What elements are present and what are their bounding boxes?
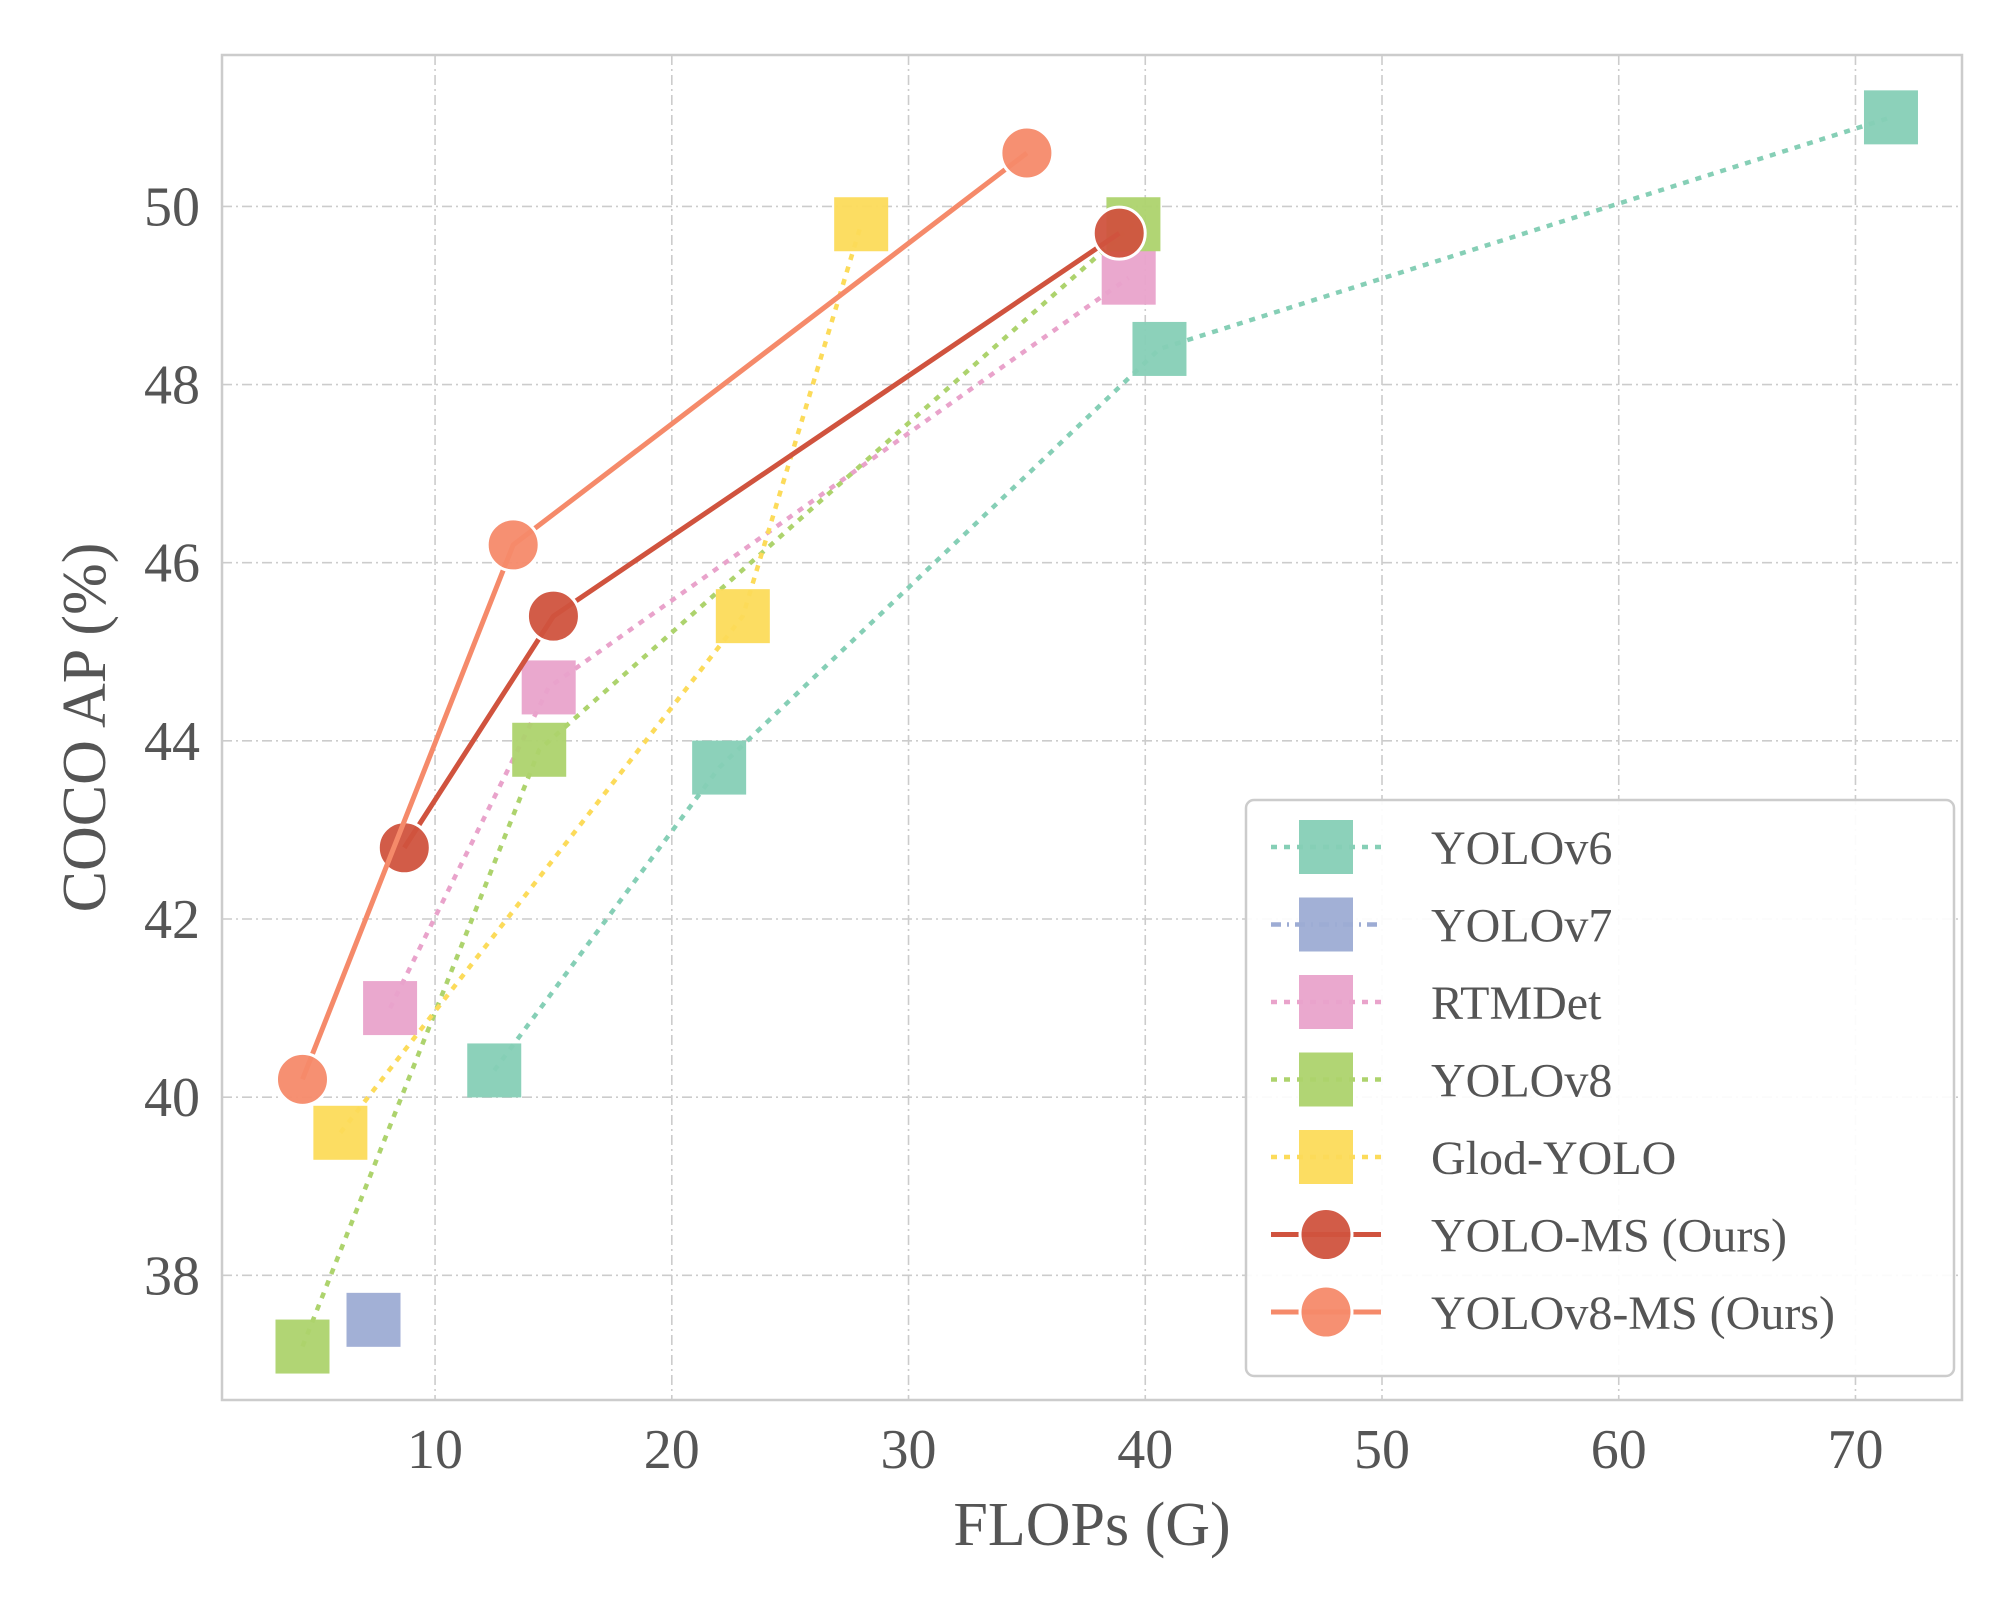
data-point bbox=[275, 1319, 330, 1374]
y-tick-label: 44 bbox=[144, 711, 200, 773]
legend-item: YOLOv6 bbox=[1271, 820, 1612, 875]
data-point bbox=[1101, 250, 1156, 305]
data-point bbox=[346, 1292, 401, 1347]
y-tick-label: 48 bbox=[144, 355, 200, 417]
legend-item: Glod-YOLO bbox=[1271, 1130, 1676, 1185]
x-tick-label: 50 bbox=[1354, 1419, 1410, 1481]
legend-item: YOLOv8-MS (Ours) bbox=[1271, 1284, 1835, 1340]
series-yolov8-ms-ours- bbox=[274, 125, 1055, 1107]
legend-marker bbox=[1299, 975, 1353, 1029]
legend-label: YOLO-MS (Ours) bbox=[1431, 1210, 1787, 1263]
data-point bbox=[1863, 90, 1918, 145]
data-point bbox=[999, 125, 1055, 181]
legend-label: YOLOv8-MS (Ours) bbox=[1431, 1287, 1835, 1340]
series-yolov6 bbox=[467, 90, 1918, 1098]
data-point bbox=[715, 589, 770, 644]
data-point bbox=[1091, 205, 1147, 261]
y-tick-label: 40 bbox=[144, 1067, 200, 1129]
legend-item: RTMDet bbox=[1271, 975, 1602, 1030]
x-tick-label: 40 bbox=[1117, 1419, 1173, 1481]
data-point bbox=[363, 981, 418, 1036]
data-point bbox=[692, 740, 747, 795]
legend-item: YOLOv7 bbox=[1271, 897, 1612, 953]
tick-labels: 10 20 30 40 50 60 70 38 40 42 44 46 48 50 bbox=[144, 176, 1883, 1481]
x-tick-label: 30 bbox=[881, 1419, 937, 1481]
data-point bbox=[834, 197, 889, 252]
y-tick-label: 46 bbox=[144, 533, 200, 595]
data-point bbox=[1132, 321, 1187, 376]
y-tick-label: 38 bbox=[144, 1245, 200, 1307]
data-point bbox=[521, 660, 576, 715]
plot-frame bbox=[220, 53, 1964, 1402]
series-yolov7 bbox=[346, 1292, 401, 1347]
legend-label: YOLOv6 bbox=[1431, 822, 1612, 875]
legend-marker bbox=[1299, 1130, 1353, 1184]
data-point bbox=[512, 722, 567, 777]
legend-marker bbox=[1298, 1284, 1354, 1340]
legend-marker bbox=[1298, 1207, 1354, 1262]
legend-label: YOLOv7 bbox=[1431, 900, 1612, 953]
x-tick-label: 20 bbox=[644, 1419, 700, 1481]
legend-item: YOLO-MS (Ours) bbox=[1271, 1207, 1787, 1263]
x-tick-label: 60 bbox=[1591, 1419, 1647, 1481]
x-axis-label: FLOPs (G) bbox=[953, 1491, 1230, 1559]
series-line bbox=[492, 115, 1892, 1072]
legend-marker bbox=[1299, 820, 1353, 874]
y-tick-label: 42 bbox=[144, 889, 200, 951]
legend-marker bbox=[1299, 897, 1353, 952]
legend-marker bbox=[1299, 1052, 1353, 1107]
data-point bbox=[313, 1105, 368, 1160]
data-point bbox=[467, 1043, 522, 1098]
series-layer bbox=[274, 90, 1918, 1374]
data-point bbox=[485, 517, 541, 573]
legend-item: YOLOv8 bbox=[1271, 1052, 1612, 1108]
series-rtmdet bbox=[363, 250, 1156, 1036]
x-tick-label: 10 bbox=[407, 1419, 463, 1481]
data-point bbox=[525, 588, 581, 644]
data-point bbox=[274, 1051, 330, 1107]
legend-label: RTMDet bbox=[1431, 977, 1602, 1030]
legend-label: Glod-YOLO bbox=[1431, 1132, 1676, 1185]
y-tick-label: 50 bbox=[144, 176, 200, 238]
legend-label: YOLOv8 bbox=[1431, 1055, 1612, 1108]
legend-frame bbox=[1244, 798, 1956, 1378]
x-tick-label: 70 bbox=[1827, 1419, 1883, 1481]
series-glod-yolo bbox=[313, 197, 889, 1160]
legend: YOLOv6 YOLOv7 RTMDet YOLOv8 Glod-YOLO YOLO-MS… bbox=[1244, 798, 1956, 1378]
series-line bbox=[388, 275, 1130, 1010]
y-axis-label: COCO AP (%) bbox=[51, 543, 119, 913]
